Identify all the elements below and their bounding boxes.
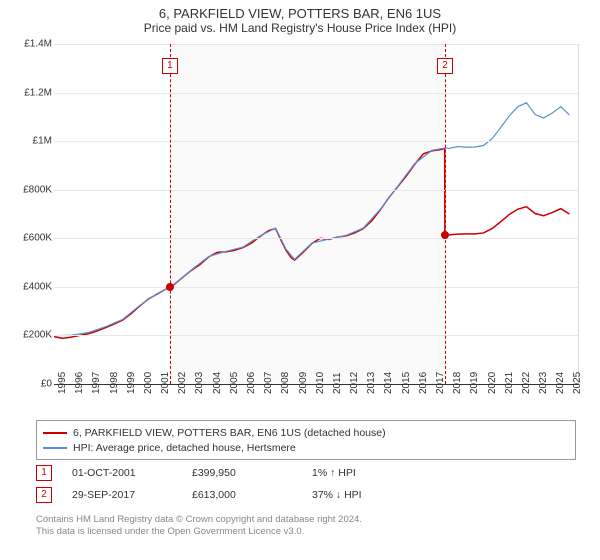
y-axis-label: £400K (8, 281, 52, 292)
y-axis-label: £0 (8, 379, 52, 390)
transaction-row: 1 01-OCT-2001 £399,950 1% ↑ HPI (36, 462, 412, 484)
gridline (54, 190, 578, 191)
legend-row: HPI: Average price, detached house, Hert… (43, 440, 569, 455)
transaction-marker: 2 (36, 487, 52, 503)
gridline (54, 44, 578, 45)
marker-dot (166, 283, 174, 291)
transaction-marker: 1 (36, 465, 52, 481)
transaction-price: £613,000 (192, 489, 292, 501)
x-axis-label: 1997 (91, 372, 102, 394)
transactions-table: 1 01-OCT-2001 £399,950 1% ↑ HPI 2 29-SEP-2017… (36, 462, 412, 506)
x-axis-label: 2020 (487, 372, 498, 394)
y-axis-label: £1.2M (8, 87, 52, 98)
x-axis-label: 2008 (280, 372, 291, 394)
x-axis-label: 2003 (194, 372, 205, 394)
x-axis-label: 2018 (452, 372, 463, 394)
x-axis-label: 2023 (538, 372, 549, 394)
y-axis-label: £1.4M (8, 39, 52, 50)
legend-label: HPI: Average price, detached house, Hert… (73, 442, 296, 454)
x-axis-label: 2006 (246, 372, 257, 394)
series-hpi (54, 103, 569, 336)
x-axis-label: 1996 (74, 372, 85, 394)
gridline (54, 287, 578, 288)
transaction-date: 01-OCT-2001 (72, 467, 172, 479)
x-axis-label: 2002 (177, 372, 188, 394)
y-axis-label: £1M (8, 136, 52, 147)
x-axis-label: 2025 (572, 372, 583, 394)
chart-svg (54, 44, 578, 384)
x-axis-label: 2016 (418, 372, 429, 394)
x-axis-label: 2012 (349, 372, 360, 394)
legend: 6, PARKFIELD VIEW, POTTERS BAR, EN6 1US … (36, 420, 576, 460)
gridline (54, 141, 578, 142)
gridline (54, 335, 578, 336)
marker-badge: 2 (437, 58, 453, 74)
marker-line (170, 44, 171, 384)
x-axis-label: 2005 (229, 372, 240, 394)
marker-dot (441, 231, 449, 239)
chart-container: 6, PARKFIELD VIEW, POTTERS BAR, EN6 1US … (0, 0, 600, 560)
legend-swatch (43, 447, 67, 449)
x-axis-label: 1999 (126, 372, 137, 394)
transaction-price: £399,950 (192, 467, 292, 479)
x-axis-label: 2011 (332, 372, 343, 394)
x-axis-label: 1998 (109, 372, 120, 394)
footer-line1: Contains HM Land Registry data © Crown c… (36, 514, 362, 526)
y-axis-label: £200K (8, 330, 52, 341)
x-axis-label: 2014 (383, 372, 394, 394)
marker-badge: 1 (162, 58, 178, 74)
legend-label: 6, PARKFIELD VIEW, POTTERS BAR, EN6 1US … (73, 427, 386, 439)
x-axis-label: 2009 (298, 372, 309, 394)
gridline (54, 93, 578, 94)
footer-text: Contains HM Land Registry data © Crown c… (36, 514, 362, 539)
y-axis-label: £600K (8, 233, 52, 244)
x-axis-label: 2022 (521, 372, 532, 394)
footer-line2: This data is licensed under the Open Gov… (36, 526, 362, 538)
transaction-date: 29-SEP-2017 (72, 489, 172, 501)
x-axis-label: 2004 (212, 372, 223, 394)
x-axis-label: 2021 (504, 372, 515, 394)
x-axis-label: 2010 (315, 372, 326, 394)
x-axis-label: 2024 (555, 372, 566, 394)
x-axis-label: 2000 (143, 372, 154, 394)
marker-line (445, 44, 446, 384)
gridline (54, 238, 578, 239)
x-axis-label: 2007 (263, 372, 274, 394)
transaction-delta: 1% ↑ HPI (312, 467, 412, 479)
legend-row: 6, PARKFIELD VIEW, POTTERS BAR, EN6 1US … (43, 425, 569, 440)
x-axis-label: 2019 (469, 372, 480, 394)
transaction-row: 2 29-SEP-2017 £613,000 37% ↓ HPI (36, 484, 412, 506)
legend-swatch (43, 432, 67, 434)
y-axis-label: £800K (8, 184, 52, 195)
chart-subtitle: Price paid vs. HM Land Registry's House … (0, 21, 600, 39)
x-axis-label: 2013 (366, 372, 377, 394)
x-axis-label: 2015 (401, 372, 412, 394)
chart-title: 6, PARKFIELD VIEW, POTTERS BAR, EN6 1US (0, 0, 600, 21)
x-axis-label: 1995 (57, 372, 68, 394)
transaction-delta: 37% ↓ HPI (312, 489, 412, 501)
